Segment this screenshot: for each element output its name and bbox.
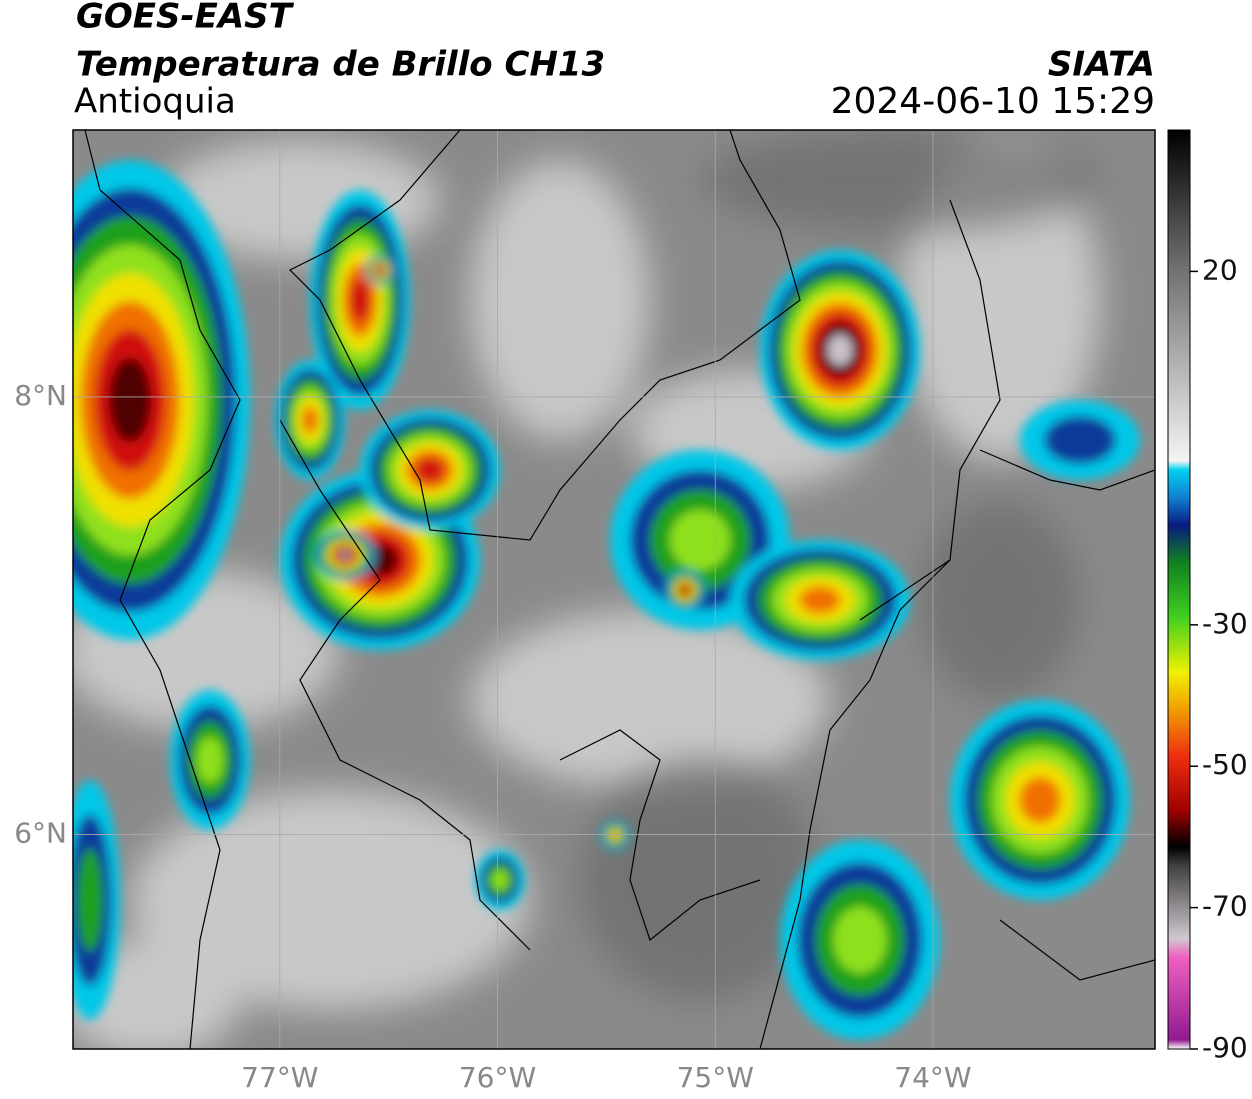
cloud-cell <box>301 406 319 434</box>
colorbar-tick-label: -50 <box>1202 748 1248 781</box>
cloud-cell <box>108 357 152 443</box>
map-frame <box>72 129 1156 1050</box>
cloud-cell <box>1044 416 1116 464</box>
cloud-cell <box>833 906 887 974</box>
region: Antioquia <box>74 82 236 122</box>
y-tick-label: 6°N <box>14 817 67 850</box>
x-tick-label: 75°W <box>677 1061 754 1094</box>
x-tick-label: 74°W <box>894 1061 971 1094</box>
cloud-cell <box>681 586 689 594</box>
colorbar-tick-label: -90 <box>1202 1031 1248 1064</box>
colorbar <box>1167 129 1191 1050</box>
cloud-cell <box>196 736 224 784</box>
cloud-cell <box>611 831 619 839</box>
timestamp: 2024-06-10 15:29 <box>831 81 1155 122</box>
cloud-cell <box>491 870 509 890</box>
cloud-cell <box>350 278 370 322</box>
colorbar-tick-label: 20 <box>1202 253 1238 286</box>
cloud-cell <box>77 848 103 952</box>
cloud-cell <box>827 334 853 366</box>
colorbar-tick-label: -70 <box>1202 890 1248 923</box>
source: SIATA <box>1048 45 1155 85</box>
x-tick-label: 77°W <box>241 1061 318 1094</box>
cloud-cell <box>670 510 730 570</box>
subtitle: Temperatura de Brillo CH13 <box>76 45 605 85</box>
cloud-cell <box>1019 776 1061 824</box>
cloud-cell <box>416 458 444 482</box>
satellite-image <box>73 130 1155 1049</box>
colorbar-tick-label: -30 <box>1202 607 1248 640</box>
title: GOES-EAST <box>76 0 295 37</box>
x-tick-label: 76°W <box>459 1061 536 1094</box>
cloud-cell <box>799 586 841 614</box>
y-tick-label: 8°N <box>14 379 67 412</box>
cloud-cell <box>340 551 350 559</box>
cloud-cell <box>377 267 383 273</box>
